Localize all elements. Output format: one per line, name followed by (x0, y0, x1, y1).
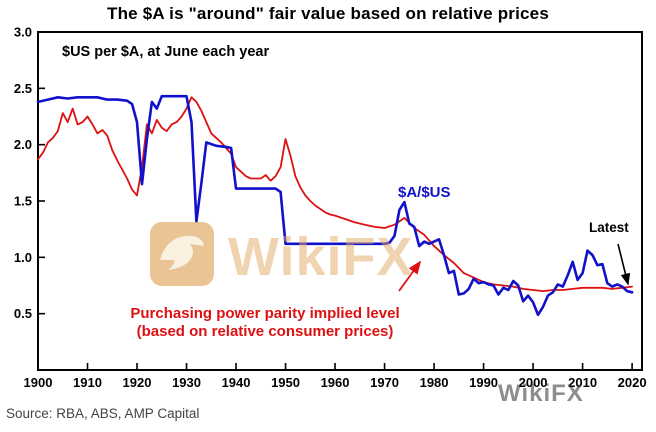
latest-arrow (617, 243, 631, 286)
x-tick-label: 1980 (420, 375, 449, 390)
x-tick-label: 1990 (469, 375, 498, 390)
x-tick-label: 1900 (24, 375, 53, 390)
x-axis: 1900 1910 1920 1930 1940 1950 1960 1970 1980 1990… (24, 363, 647, 390)
y-axis: 0.5 1.0 1.5 2.0 2.5 3.0 (14, 25, 45, 321)
x-tick-label: 1930 (172, 375, 201, 390)
chart-subtitle: $US per $A, at June each year (62, 44, 270, 60)
ppp-annotation-line1: Purchasing power parity implied level (130, 305, 400, 322)
x-tick-label: 1950 (271, 375, 300, 390)
source-attribution: Source: RBA, ABS, AMP Capital (6, 406, 200, 421)
x-tick-label: 1940 (222, 375, 251, 390)
x-tick-label: 2020 (618, 375, 647, 390)
x-tick-label: 1910 (73, 375, 102, 390)
y-tick-label: 3.0 (14, 25, 32, 40)
chart-title: The $A is "around" fair value based on r… (107, 4, 549, 23)
series-line-ppp (37, 96, 633, 293)
y-tick-label: 2.5 (14, 81, 32, 96)
series-line-aud (36, 94, 634, 317)
x-tick-label: 1920 (123, 375, 152, 390)
ppp-annotation-line2: (based on relative consumer prices) (136, 323, 394, 340)
series-label-aud: $A/$US (398, 184, 451, 201)
latest-annotation: Latest (589, 220, 629, 235)
y-tick-label: 0.5 (14, 306, 32, 321)
y-tick-label: 1.0 (14, 250, 32, 265)
ppp-arrow (398, 260, 422, 292)
y-tick-label: 2.0 (14, 137, 32, 152)
x-tick-label: 1960 (321, 375, 350, 390)
ppp-annotation: Purchasing power parity implied level (b… (80, 305, 450, 341)
x-tick-label: 2000 (519, 375, 548, 390)
y-tick-label: 1.5 (14, 194, 32, 209)
x-tick-label: 2010 (568, 375, 597, 390)
x-tick-label: 1970 (370, 375, 399, 390)
